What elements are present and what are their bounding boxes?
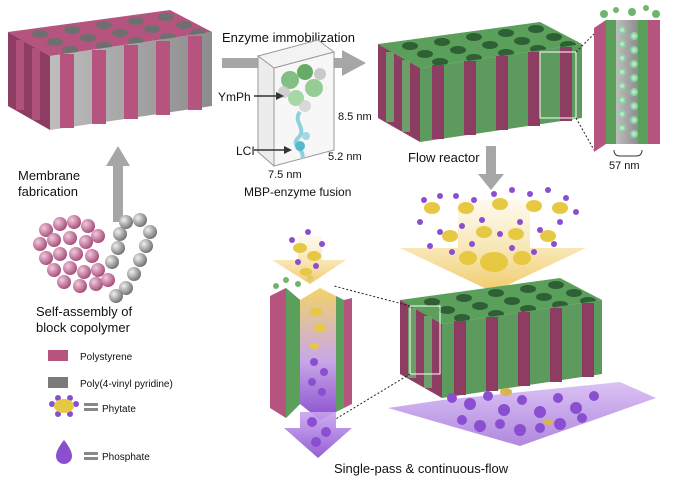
label-ymph: YmPh	[218, 90, 251, 104]
label-fusion-caption: MBP-enzyme fusion	[244, 185, 351, 199]
pointer-lci	[254, 146, 292, 154]
label-dim-width: 7.5 nm	[268, 169, 302, 181]
legend-label-polystyrene: Polystyrene	[80, 352, 133, 363]
legend-label-p4vp: Poly(4-vinyl pyridine)	[80, 379, 173, 390]
phytate-inflow-arrow	[400, 200, 586, 292]
zoom-guide-lines-reactor	[333, 285, 411, 421]
legend-label-phytate: Phytate	[102, 404, 136, 415]
fusion-protein-box	[256, 39, 336, 168]
lci-structure	[293, 110, 310, 159]
label-membrane-1: Membrane	[18, 168, 80, 183]
label-enzyme-immobilization: Enzyme immobilization	[222, 30, 355, 45]
pore-flow-zoom	[270, 275, 352, 420]
phosphate-cloud	[447, 391, 599, 436]
pore-inflow-arrow	[272, 229, 346, 284]
zoom-guide-lines	[575, 33, 595, 151]
label-self-assembly-2: block copolymer	[36, 320, 131, 335]
membrane-enzyme-immobilized	[378, 22, 582, 142]
label-self-assembly-1: Self-assembly of	[36, 304, 132, 319]
residual-phytate	[500, 388, 553, 425]
membrane-block-copolymer	[8, 10, 212, 130]
arrow-flow-reactor	[478, 146, 504, 190]
pore-cross-section	[594, 5, 660, 152]
label-flow-reactor: Flow reactor	[408, 150, 480, 165]
label-pore-size: 57 nm	[609, 160, 640, 172]
legend: Polystyrene Poly(4-vinyl pyridine) Phyta…	[48, 350, 173, 464]
legend-label-phosphate: Phosphate	[102, 452, 150, 463]
label-membrane-2: fabrication	[18, 184, 78, 199]
block-copolymer-chain	[33, 213, 157, 303]
label-lci: LCI	[236, 144, 255, 158]
membrane-flow-reactor	[400, 278, 602, 398]
legend-swatch-polystyrene	[48, 350, 68, 361]
label-single-pass: Single-pass & continuous-flow	[334, 461, 509, 476]
arrow-membrane-fabrication	[106, 146, 130, 222]
pointer-ymph	[254, 92, 284, 100]
phosphate-outflow-arrow	[388, 382, 656, 446]
legend-swatch-p4vp	[48, 377, 68, 388]
ymph-enzyme-structure	[278, 64, 326, 112]
pore-outflow-arrow	[284, 412, 352, 458]
legend-icon-phosphate	[56, 440, 72, 464]
label-dim-height: 8.5 nm	[338, 111, 372, 123]
phytate-cloud	[417, 187, 579, 272]
label-dim-depth: 5.2 nm	[328, 151, 362, 163]
pore-size-bracket	[613, 149, 643, 157]
legend-icon-phytate	[49, 395, 79, 417]
